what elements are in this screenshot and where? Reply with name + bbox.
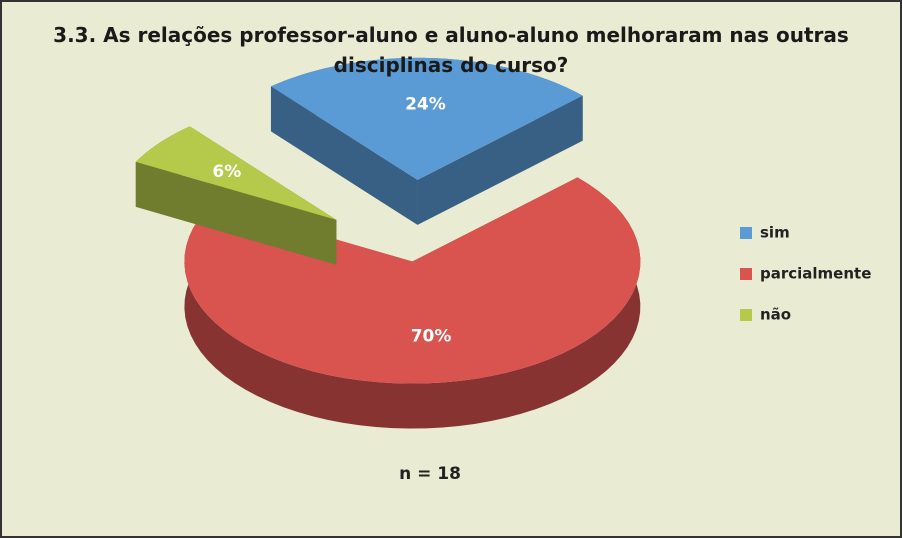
legend-swatch — [740, 227, 752, 239]
slice-side — [270, 86, 418, 225]
data-label: 70% — [411, 327, 452, 347]
legend-swatch — [740, 309, 752, 321]
data-label: 6% — [212, 162, 241, 182]
slice-side — [417, 95, 583, 225]
slice-side — [135, 161, 337, 265]
chart-title: 3.3. As relações professor-aluno e aluno… — [53, 23, 849, 77]
legend-label: parcialmente — [760, 265, 871, 283]
slice — [135, 126, 337, 220]
slice — [270, 57, 583, 180]
legend-label: não — [760, 306, 791, 324]
annotation: n = 18 — [399, 464, 461, 484]
data-label: 24% — [405, 94, 446, 114]
legend-swatch — [740, 268, 752, 280]
legend-label: sim — [760, 224, 790, 242]
